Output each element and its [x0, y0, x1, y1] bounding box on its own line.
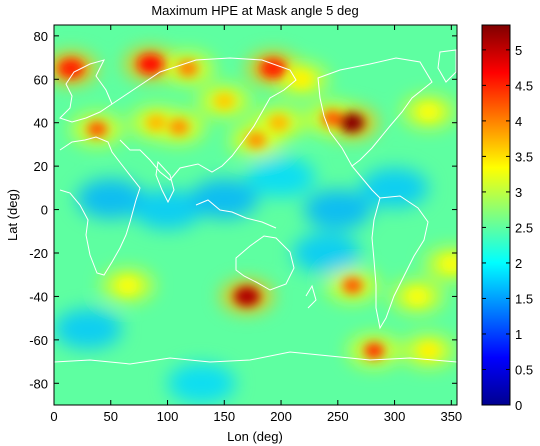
heatmap-hotspot [58, 58, 85, 79]
x-tick-label: 0 [50, 409, 57, 424]
heatmap-low-region [133, 189, 202, 230]
y-axis-label: Lat (deg) [5, 189, 20, 241]
x-tick-label: 300 [384, 409, 406, 424]
y-tick-label: 0 [41, 203, 48, 218]
colorbar-tick-label: 4.5 [515, 78, 533, 93]
heatmap-low-region [76, 178, 145, 219]
heatmap-hotspot [342, 277, 363, 294]
y-tick-label: 40 [34, 116, 48, 131]
heatmap-hotspot [268, 114, 289, 131]
heatmap-low-region [54, 309, 123, 349]
x-axis-label: Lon (deg) [227, 429, 283, 444]
coastline-antarctica [54, 351, 457, 365]
heatmap-low-region [303, 189, 372, 230]
heatmap-hotspot [364, 342, 385, 359]
x-tick-label: 150 [213, 409, 235, 424]
heatmap-hotspot [291, 71, 312, 88]
heatmap-hotspot [246, 132, 267, 149]
x-tick-label: 350 [440, 409, 462, 424]
y-tick-label: -40 [29, 289, 48, 304]
coastline-greenland [437, 49, 457, 83]
heatmap-hotspot [418, 103, 439, 120]
heatmap-low-region [190, 178, 259, 219]
plot-frame [53, 24, 458, 406]
colorbar-tick-label: 2.5 [515, 220, 533, 235]
y-axis: -80 -60 -40 -20 0 20 40 60 80 [29, 29, 457, 391]
chart-title: Maximum HPE at Mask angle 5 deg [151, 3, 358, 18]
heatmap-hotspot [260, 58, 287, 79]
colorbar-axis: 0 0.5 1 1.5 2 2.5 3 3.5 4 4.5 5 [482, 43, 533, 413]
heatmap-hotspot [137, 54, 164, 75]
y-tick-label: 20 [34, 159, 48, 174]
coastline-australia [235, 235, 295, 291]
heatmap-low-region [292, 233, 361, 273]
coastline-southamerica [371, 195, 429, 330]
y-tick-label: 60 [34, 72, 48, 87]
coastline-indonesia [195, 199, 277, 229]
coastline-europe [59, 59, 113, 123]
x-tick-label: 250 [327, 409, 349, 424]
heatmap-hotspot [338, 112, 365, 133]
coastline-newzealand [305, 284, 317, 309]
colorbar-tick-label: 1 [515, 327, 522, 342]
colorbar-tick-label: 5 [515, 43, 522, 58]
heatmap-hotspot [214, 93, 235, 109]
x-tick-label: 100 [157, 409, 179, 424]
heatmap-hotspot-halo [425, 247, 457, 280]
colorbar-tick-label: 2 [515, 256, 522, 271]
y-tick-label: -60 [29, 333, 48, 348]
colorbar-tick-label: 1.5 [515, 291, 533, 306]
heatmap-hotspot [146, 114, 167, 131]
colorbar-tick-label: 0 [515, 398, 522, 413]
coastline-northamerica [317, 57, 433, 167]
heatmap-hotspot [418, 342, 439, 359]
heatmap-low-region [167, 363, 236, 404]
heatmap-hotspot [87, 121, 108, 138]
coastlines [54, 49, 457, 365]
x-tick-label: 200 [270, 409, 292, 424]
plot-area [54, 25, 457, 405]
coastline-india [155, 160, 175, 204]
colorbar-tick-label: 0.5 [515, 362, 533, 377]
heatmap-low-region [247, 157, 316, 197]
heatmap-hotspot [441, 255, 457, 272]
y-tick-label: 80 [34, 29, 48, 44]
coastline-centralamerica [351, 165, 381, 199]
y-tick-label: -80 [29, 376, 48, 391]
colorbar-tick-label: 4 [515, 114, 522, 129]
colorbar [481, 24, 511, 406]
colorbar-tick-label: 3.5 [515, 149, 533, 164]
heatmap-hotspot [117, 277, 138, 294]
heatmap-low-region [360, 167, 429, 208]
y-tick-label: -20 [29, 246, 48, 261]
colorbar-tick-label: 3 [515, 185, 522, 200]
heatmap-hotspot [407, 288, 428, 305]
heatmap-hotspot [322, 110, 343, 127]
heatmap-hotspot [168, 119, 189, 136]
coastline-africa [59, 136, 141, 276]
x-tick-label: 50 [104, 409, 118, 424]
heatmap-hotspot [233, 286, 260, 307]
coastline-asia [111, 57, 297, 181]
x-axis: 0 50 100 150 200 250 300 350 [50, 25, 462, 424]
